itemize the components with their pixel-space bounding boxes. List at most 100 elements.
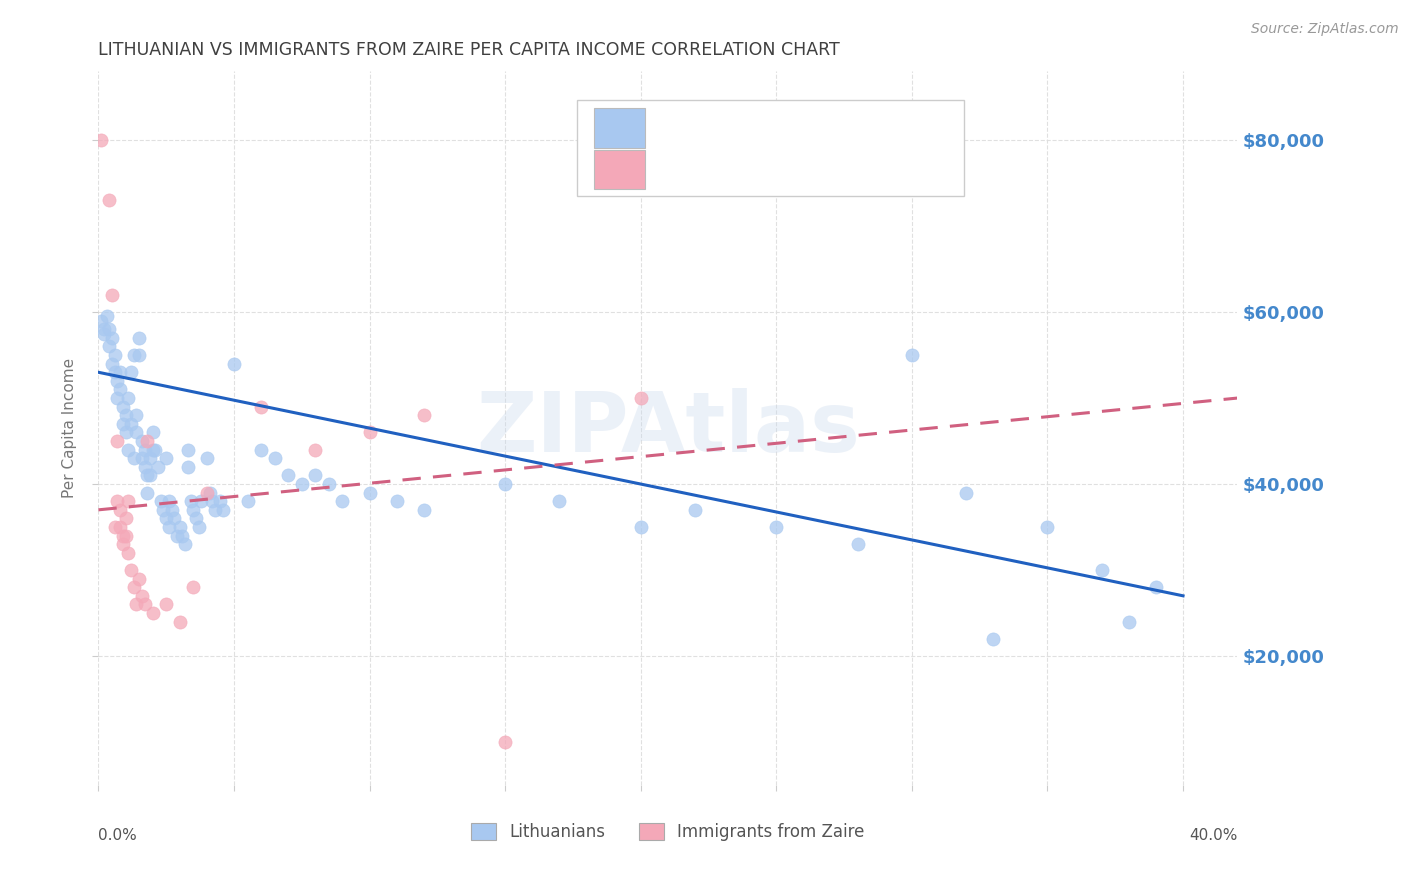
Point — [169, 615, 191, 629]
Point — [683, 503, 706, 517]
Point — [359, 425, 381, 440]
Y-axis label: Per Capita Income: Per Capita Income — [62, 358, 77, 499]
Point — [114, 409, 136, 423]
Point — [107, 434, 129, 448]
Point — [111, 528, 134, 542]
Point — [122, 348, 145, 362]
Point — [122, 451, 145, 466]
Point — [104, 365, 127, 379]
Point — [101, 331, 124, 345]
Point — [204, 503, 226, 517]
Point — [981, 632, 1004, 646]
Point — [90, 314, 112, 328]
Point — [136, 468, 159, 483]
Point — [125, 598, 148, 612]
Point — [277, 468, 299, 483]
Point — [198, 485, 221, 500]
Point — [332, 494, 354, 508]
Point — [212, 503, 235, 517]
Point — [494, 477, 516, 491]
Point — [131, 434, 153, 448]
Point — [187, 520, 209, 534]
Point — [117, 391, 139, 405]
Point — [149, 494, 172, 508]
Text: R =: R = — [662, 161, 706, 178]
Point — [166, 528, 188, 542]
Text: 32: 32 — [901, 161, 924, 178]
Point — [846, 537, 869, 551]
Text: N =: N = — [821, 161, 887, 178]
Point — [111, 537, 134, 551]
Point — [142, 606, 165, 620]
Point — [195, 451, 218, 466]
Point — [108, 383, 131, 397]
Point — [131, 589, 153, 603]
Point — [128, 572, 150, 586]
Point — [548, 494, 571, 508]
Point — [114, 425, 136, 440]
Point — [93, 326, 115, 341]
Point — [163, 511, 186, 525]
Point — [291, 477, 314, 491]
Legend: Lithuanians, Immigrants from Zaire: Lithuanians, Immigrants from Zaire — [464, 816, 872, 848]
Point — [177, 442, 200, 457]
Point — [120, 417, 142, 431]
Point — [128, 331, 150, 345]
Point — [183, 580, 205, 594]
Point — [318, 477, 340, 491]
Point — [90, 133, 112, 147]
Point — [139, 451, 162, 466]
Point — [172, 528, 194, 542]
Point — [359, 485, 381, 500]
Point — [114, 511, 136, 525]
Point — [174, 537, 197, 551]
Point — [177, 459, 200, 474]
Point — [136, 485, 159, 500]
Text: 0.0%: 0.0% — [98, 828, 138, 843]
Point — [107, 391, 129, 405]
Point — [108, 520, 131, 534]
Point — [93, 322, 115, 336]
Point — [128, 348, 150, 362]
Point — [145, 442, 167, 457]
Point — [1091, 563, 1114, 577]
Point — [190, 494, 212, 508]
Point — [236, 494, 259, 508]
Point — [101, 288, 124, 302]
Point — [98, 339, 121, 353]
Point — [125, 409, 148, 423]
Text: ZIPAtlas: ZIPAtlas — [475, 388, 860, 468]
Point — [139, 468, 162, 483]
Point — [117, 442, 139, 457]
Point — [263, 451, 285, 466]
Text: LITHUANIAN VS IMMIGRANTS FROM ZAIRE PER CAPITA INCOME CORRELATION CHART: LITHUANIAN VS IMMIGRANTS FROM ZAIRE PER … — [98, 41, 841, 59]
Point — [117, 546, 139, 560]
Point — [250, 442, 273, 457]
Text: -0.438: -0.438 — [742, 120, 807, 137]
Point — [209, 494, 232, 508]
Point — [104, 520, 127, 534]
Point — [155, 598, 177, 612]
Point — [412, 503, 434, 517]
Point — [98, 322, 121, 336]
Point — [131, 451, 153, 466]
Point — [117, 494, 139, 508]
Point — [250, 400, 273, 414]
Point — [157, 494, 180, 508]
Point — [630, 520, 652, 534]
Point — [765, 520, 787, 534]
Point — [108, 365, 131, 379]
Point — [180, 494, 202, 508]
Point — [134, 442, 156, 457]
Point — [157, 520, 180, 534]
Point — [630, 391, 652, 405]
Point — [125, 425, 148, 440]
Point — [111, 417, 134, 431]
Point — [183, 503, 205, 517]
Point — [108, 503, 131, 517]
Point — [104, 348, 127, 362]
Point — [155, 511, 177, 525]
Point — [160, 503, 183, 517]
Point — [134, 598, 156, 612]
Point — [107, 494, 129, 508]
